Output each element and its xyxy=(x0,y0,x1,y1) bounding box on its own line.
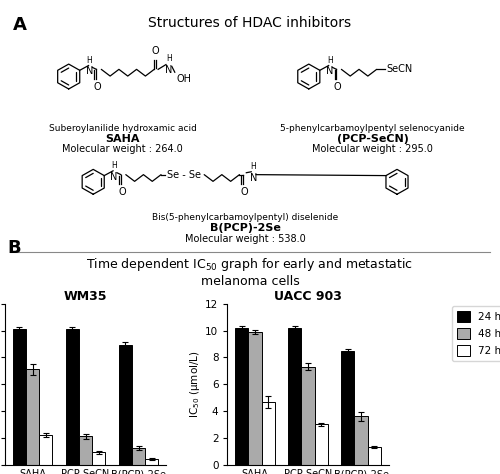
Bar xyxy=(26,369,39,465)
Bar xyxy=(262,401,275,465)
Text: O: O xyxy=(118,187,126,197)
Bar xyxy=(235,328,248,465)
Bar xyxy=(132,448,145,465)
Text: Se - Se: Se - Se xyxy=(167,170,201,180)
Text: H: H xyxy=(327,55,332,64)
Bar xyxy=(12,329,26,465)
Bar xyxy=(354,416,368,465)
Y-axis label: IC$_{50}$ (μmol/L): IC$_{50}$ (μmol/L) xyxy=(188,350,202,418)
Bar xyxy=(118,345,132,465)
Text: Molecular weight : 538.0: Molecular weight : 538.0 xyxy=(184,234,306,244)
Title: WM35: WM35 xyxy=(64,290,108,302)
Text: O: O xyxy=(94,82,101,92)
Text: H: H xyxy=(250,162,256,171)
Text: O: O xyxy=(240,187,248,197)
Bar xyxy=(368,447,381,465)
Text: O: O xyxy=(334,82,342,92)
Bar xyxy=(302,367,314,465)
Text: O: O xyxy=(152,46,159,56)
Bar xyxy=(39,435,52,465)
Legend: 24 h, 48 h, 72 h: 24 h, 48 h, 72 h xyxy=(452,306,500,361)
Text: N: N xyxy=(165,64,172,74)
Text: B: B xyxy=(8,239,21,257)
Title: UACC 903: UACC 903 xyxy=(274,290,342,302)
Text: B(PCP)-2Se: B(PCP)-2Se xyxy=(210,223,280,233)
Text: 5-phenylcarbamoylpentyl selenocyanide: 5-phenylcarbamoylpentyl selenocyanide xyxy=(280,124,465,133)
Text: Time dependent IC$_{50}$ graph for early and metastatic
melanoma cells: Time dependent IC$_{50}$ graph for early… xyxy=(86,256,413,288)
Bar xyxy=(145,459,158,465)
Text: SeCN: SeCN xyxy=(386,64,412,74)
Text: N: N xyxy=(86,66,93,76)
Text: N: N xyxy=(250,173,257,183)
Text: Molecular weight : 295.0: Molecular weight : 295.0 xyxy=(312,145,433,155)
Bar xyxy=(79,437,92,465)
Text: SAHA: SAHA xyxy=(106,134,140,144)
Bar xyxy=(66,329,79,465)
Text: N: N xyxy=(326,66,334,76)
Text: (PCP-SeCN): (PCP-SeCN) xyxy=(336,134,408,144)
Bar xyxy=(248,332,262,465)
Bar xyxy=(92,453,106,465)
Text: Molecular weight : 264.0: Molecular weight : 264.0 xyxy=(62,145,183,155)
Bar xyxy=(341,351,354,465)
Text: N: N xyxy=(110,172,117,182)
Text: Bis(5-phenylcarbamoylpentyl) diselenide: Bis(5-phenylcarbamoylpentyl) diselenide xyxy=(152,213,338,222)
Text: Suberoylanilide hydroxamic acid: Suberoylanilide hydroxamic acid xyxy=(48,124,197,133)
Text: OH: OH xyxy=(177,74,192,84)
Bar xyxy=(314,424,328,465)
Text: H: H xyxy=(166,54,172,63)
Text: Structures of HDAC inhibitors: Structures of HDAC inhibitors xyxy=(148,16,352,30)
Text: H: H xyxy=(86,55,92,64)
Text: H: H xyxy=(111,161,117,170)
Text: A: A xyxy=(13,16,26,34)
Bar xyxy=(288,328,302,465)
